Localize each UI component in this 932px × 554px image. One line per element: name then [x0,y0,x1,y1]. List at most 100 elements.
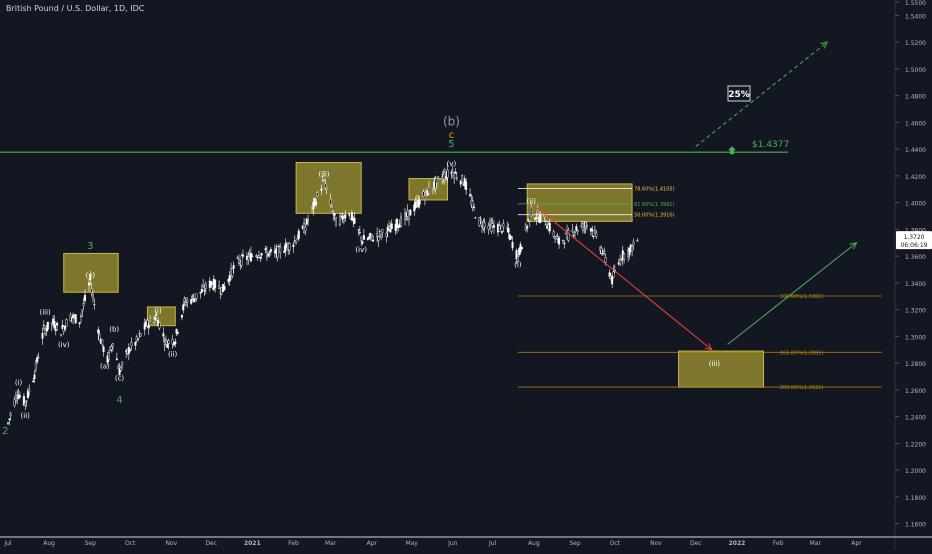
candle-body [292,244,295,248]
candle-body [536,210,539,214]
green-projection-arrow[interactable] [727,242,857,345]
red-projection-arrow[interactable] [533,204,713,351]
candle-body [305,218,308,225]
candle-body [611,275,614,285]
candle-body [510,236,513,238]
candle-body [434,178,437,189]
candle-body [414,201,417,208]
candle-body [498,225,501,232]
time-tick-label: Apr [851,540,862,547]
price-tick-label: 1.5400 [905,13,926,20]
candle-body [232,265,235,269]
candle-body [194,297,197,300]
wave-label: c [449,130,455,141]
candle-body [372,239,375,242]
candle-body [511,242,514,249]
candle-body [283,250,286,253]
chart-title: British Pound / U.S. Dollar, 1D, IDC [6,4,145,13]
candle-body [323,175,326,181]
candle-body [636,240,639,242]
candle-body [210,281,213,285]
candle-body [13,399,16,407]
candle-body [342,218,345,222]
candle-body [378,231,381,233]
candle-body [90,288,93,293]
candle-body [604,257,607,263]
candle-body [380,234,383,238]
candle-body [247,256,250,260]
target-zone[interactable] [295,162,362,214]
candle-body [238,259,241,265]
candle-body [137,338,140,340]
candle-body [422,191,425,197]
wave-label: (i) [154,307,162,315]
target-zone[interactable] [63,252,119,293]
candle-body [202,284,205,288]
candle-body [153,318,156,323]
price-tick-label: 1.2200 [905,441,926,448]
candle-body [601,253,604,255]
candle-body [435,177,438,184]
candle-body [437,176,440,179]
candle-body [543,215,546,217]
wave-label: (iv) [58,341,70,349]
candle-body [491,223,494,227]
candle-body [167,340,170,344]
price-tick-label: 1.2600 [905,388,926,395]
candle-body [117,366,120,369]
candle-body [190,299,193,304]
candle-body [330,206,333,212]
target-zone[interactable] [526,183,633,222]
candle-body [267,253,270,257]
candle-body [591,229,594,232]
green-dashed-arrow[interactable] [695,41,828,147]
price-tick-label: 1.5200 [905,40,926,47]
price-tick-label: 1.4000 [905,201,926,208]
candle-body [54,329,57,331]
candle-body [515,250,518,260]
price-tick-label: 1.2800 [905,361,926,368]
fib-level-label: 200.00%(1.2621) [780,385,824,391]
candle-body [162,333,165,337]
candle-body [6,422,9,424]
candle-body [240,255,243,267]
candle-body [186,300,189,303]
candle-body [34,362,37,370]
candle-body [592,235,595,237]
target-zone[interactable] [678,350,765,388]
candle-body [539,214,542,223]
fib-level-label: 161.80%(1.2881) [780,350,824,356]
candle-body [91,294,94,298]
candle-body [101,339,104,345]
candle-body [338,216,341,225]
candle-body [608,272,611,277]
candle-body [389,229,392,233]
price-tick-label: 1.3800 [905,227,926,234]
time-tick-label: Oct [610,540,621,547]
candle-body [324,183,327,189]
wave-label: (i) [514,261,522,269]
price-tick-label: 1.3400 [905,281,926,288]
time-tick-label: Feb [773,540,784,547]
wave-label: (b) [443,115,460,129]
candle-body [370,233,373,237]
candle-body [82,303,85,306]
candle-body [567,230,570,241]
candle-body [526,226,529,229]
candle-body [78,322,81,324]
candle-body [199,291,202,294]
candle-body [50,322,53,325]
candle-body [204,283,207,289]
candle-body [110,346,113,350]
candle-body [544,224,547,226]
candle-body [307,219,310,222]
candle-body [115,358,118,361]
candle-body [316,192,319,197]
candle-body [249,253,252,262]
candle-body [46,321,49,330]
candle-body [89,274,92,280]
candle-body [487,225,490,230]
candle-body [400,216,403,227]
candle-body [297,230,300,239]
